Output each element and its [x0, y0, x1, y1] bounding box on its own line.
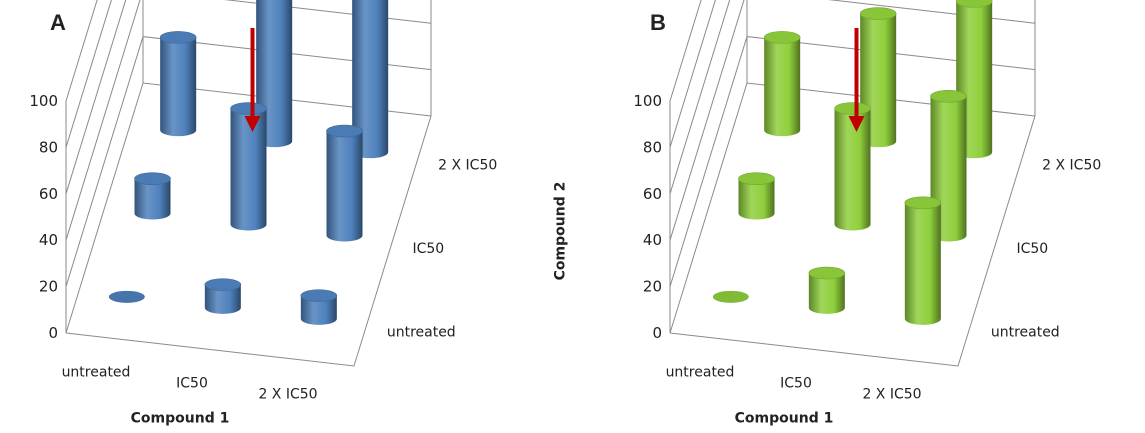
y-tick-label: 60 — [39, 185, 58, 203]
gridline — [65, 0, 432, 241]
bar — [738, 172, 775, 220]
z-category-label: 2 X IC50 — [1042, 158, 1101, 174]
panel-letter: B — [650, 10, 666, 35]
bar-top — [738, 172, 775, 185]
bar-body — [160, 37, 197, 137]
bar-body — [134, 178, 171, 220]
bar-top — [134, 172, 171, 185]
highlight-arrow — [244, 28, 261, 132]
y-tick-label: 60 — [643, 185, 662, 203]
chart-panel-A: 0 20 40 60 80 100 untreated IC50 2 X IC50 untreat… — [29, 0, 569, 427]
bar-body — [904, 202, 941, 325]
bar-body — [204, 284, 241, 314]
bar — [204, 278, 242, 314]
bar-body — [230, 108, 267, 231]
panel-letter: A — [50, 10, 66, 35]
bar — [834, 102, 871, 231]
x-category-label: IC50 — [176, 376, 208, 392]
bar-top — [763, 31, 801, 44]
y-tick-label: 0 — [652, 324, 662, 342]
bar-top — [930, 90, 967, 103]
bar — [159, 31, 197, 137]
y-tick-label: 40 — [39, 231, 58, 249]
bar-top — [326, 124, 363, 138]
floor-edge — [669, 115, 1036, 367]
x-axis-title: Compound 1 — [131, 411, 230, 427]
z-axis-title: Compound 2 — [553, 182, 569, 281]
bar — [763, 31, 801, 137]
gridline — [669, 0, 731, 194]
gridline — [65, 0, 112, 148]
gridline — [65, 0, 98, 102]
y-tick-label: 20 — [643, 278, 662, 296]
y-tick-label: 0 — [48, 324, 58, 342]
z-category-label: 2 X IC50 — [438, 158, 497, 174]
y-tick-label: 100 — [633, 92, 662, 110]
bar — [352, 0, 389, 159]
bar-body — [764, 37, 801, 137]
gridline — [669, 0, 702, 102]
x-category-label: untreated — [62, 365, 131, 381]
bar-top — [300, 289, 338, 302]
highlight-arrow — [848, 28, 865, 132]
bar-top — [955, 0, 993, 8]
x-axis-title: Compound 1 — [735, 411, 834, 427]
z-category-label: untreated — [387, 324, 456, 340]
z-category-label: IC50 — [413, 241, 445, 257]
bar-top — [904, 196, 942, 210]
floor-edge — [65, 115, 432, 367]
bar — [230, 102, 267, 231]
bar-top — [859, 7, 897, 20]
bar-body — [808, 273, 845, 314]
bar-body — [738, 178, 775, 220]
bar-top — [808, 266, 846, 280]
z-category-label: untreated — [991, 324, 1060, 340]
z-category-label: IC50 — [1017, 241, 1049, 257]
y-tick-label: 80 — [39, 138, 58, 156]
gridline — [65, 0, 127, 194]
gridline — [669, 0, 1036, 241]
y-tick-label: 100 — [29, 92, 58, 110]
bar — [904, 196, 942, 325]
bar — [300, 289, 338, 325]
bar-body — [352, 0, 389, 159]
bar-top — [712, 290, 749, 303]
bar — [712, 290, 749, 303]
bar-body — [326, 131, 363, 242]
bar-top — [834, 102, 871, 115]
x-category-label: IC50 — [780, 376, 812, 392]
bar-top — [204, 278, 242, 291]
y-tick-label: 40 — [643, 231, 662, 249]
x-category-label: untreated — [666, 365, 735, 381]
bar — [108, 290, 145, 303]
y-tick-label: 80 — [643, 138, 662, 156]
bar-top — [230, 102, 267, 115]
bar-body — [300, 295, 337, 325]
x-category-label: 2 X IC50 — [258, 387, 317, 403]
gridline — [669, 0, 716, 148]
bar-top — [108, 290, 145, 303]
bar — [326, 124, 363, 242]
x-category-label: 2 X IC50 — [862, 387, 921, 403]
bar — [808, 266, 846, 314]
y-tick-label: 20 — [39, 278, 58, 296]
bar-body — [834, 108, 871, 231]
chart-panel-B: 0 20 40 60 80 100 untreated IC50 2 X IC50 untreat… — [633, 0, 1101, 427]
bar-top — [159, 31, 197, 44]
bar — [134, 172, 171, 220]
